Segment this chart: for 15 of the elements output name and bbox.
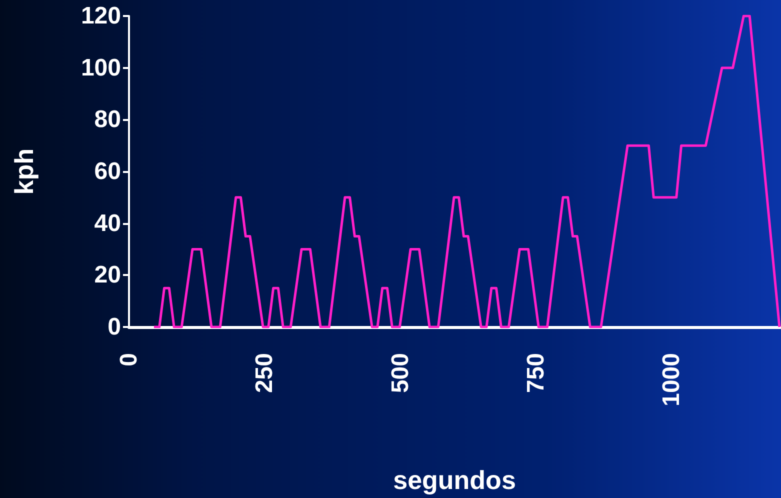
- y-tick-label: 40: [94, 210, 121, 237]
- y-axis-title: kph: [9, 148, 39, 195]
- y-tick-label: 20: [94, 262, 121, 289]
- x-axis-title: segundos: [393, 465, 516, 495]
- y-tick-label: 100: [80, 54, 121, 82]
- x-tick-label: 750: [522, 353, 550, 394]
- x-tick-label: 1000: [658, 353, 685, 406]
- x-tick-label: 500: [386, 353, 414, 394]
- x-tick-label: 250: [251, 353, 278, 394]
- y-tick-label: 120: [80, 2, 121, 30]
- x-tick-label: 0: [116, 353, 142, 366]
- y-tick-label: 80: [94, 106, 121, 134]
- line-series: [152, 14, 781, 328]
- y-tick-label: 0: [108, 314, 121, 340]
- y-tick-label: 60: [94, 158, 121, 185]
